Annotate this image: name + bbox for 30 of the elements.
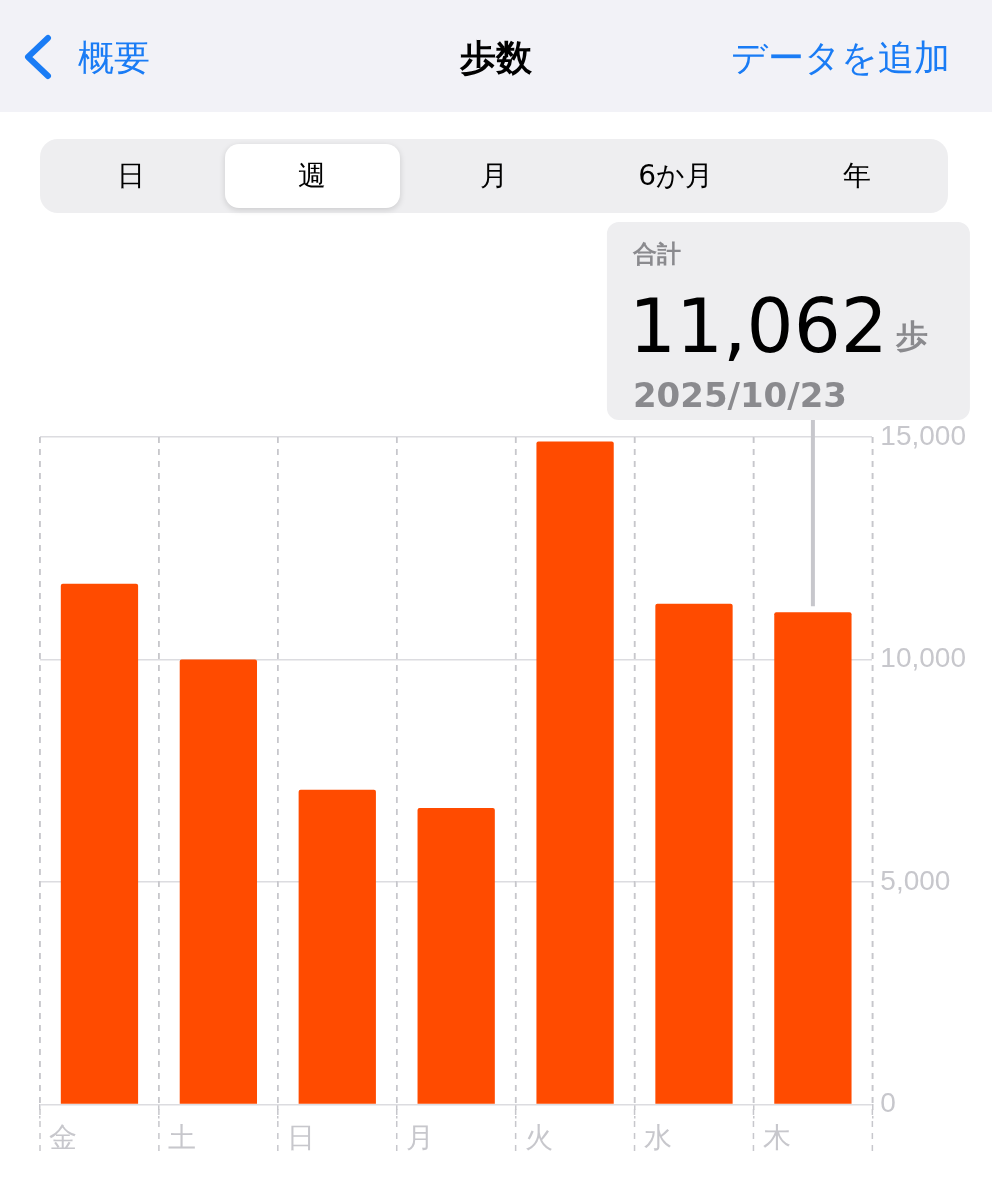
text: 歩: [894, 317, 928, 355]
text: 年: [842, 158, 873, 194]
x-tick-label: 火: [525, 1121, 554, 1153]
bar: [179, 659, 258, 1104]
bar: [417, 808, 495, 1104]
text: 概要: [78, 36, 150, 80]
x-tick-label: 金: [49, 1121, 78, 1153]
text: 合計: [631, 240, 681, 268]
bar: [60, 583, 139, 1104]
y-tick-label: 0: [880, 1087, 896, 1119]
x-tick-label: 水: [644, 1121, 672, 1153]
x-tick-label: 月: [406, 1121, 435, 1153]
x-tick-label: 木: [762, 1121, 791, 1153]
text: 月: [479, 158, 509, 194]
bar: [298, 789, 376, 1104]
y-tick-label: 5,000: [880, 864, 951, 896]
y-tick-label: 10,000: [880, 642, 966, 674]
text: データを追加: [731, 36, 950, 80]
bar: [655, 603, 733, 1104]
text: 日: [115, 158, 146, 194]
x-tick-label: 日: [287, 1121, 316, 1153]
y-tick-label: 15,000: [880, 419, 966, 451]
bar: [536, 441, 614, 1104]
text: 11,062: [628, 283, 888, 369]
bar: [774, 612, 852, 1104]
x-tick-label: 土: [168, 1121, 197, 1153]
text: 週: [224, 144, 401, 208]
chart-title: 歩数: [460, 37, 532, 78]
text: 2025/10/23: [632, 375, 847, 415]
text: 6か月: [637, 158, 714, 194]
